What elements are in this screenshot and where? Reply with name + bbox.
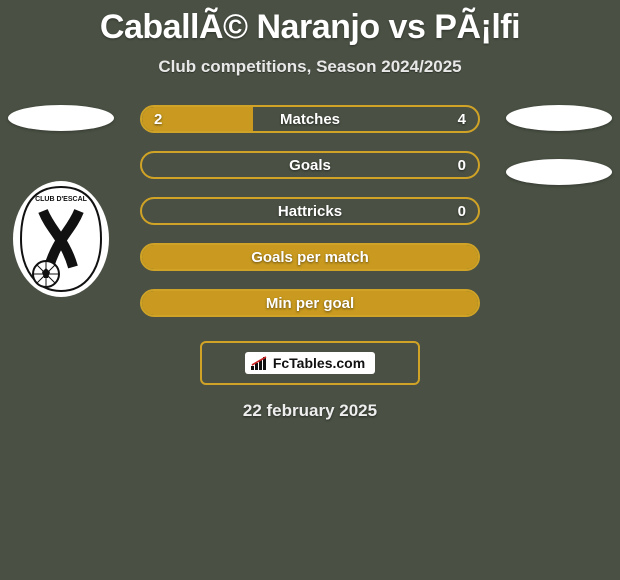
stat-label: Min per goal [266,295,354,312]
stat-label: Goals [289,157,331,174]
stat-label: Goals per match [251,249,369,266]
club-crest-icon: CLUB D'ESCAL [11,179,111,299]
stat-left-value: 2 [154,111,162,128]
footer-brand-text: FcTables.com [273,355,365,371]
comparison-content: CLUB D'ESCAL 2 4 Matches 0 Goals 0 Hattricks Go… [0,105,620,317]
stat-right-value: 0 [458,157,466,174]
svg-text:CLUB D'ESCAL: CLUB D'ESCAL [35,196,88,203]
stat-row: Min per goal [140,289,480,317]
footer-brand-box: FcTables.com [200,341,420,385]
stat-row: 2 4 Matches [140,105,480,133]
left-player-column: CLUB D'ESCAL [6,105,116,299]
right-player-portrait-placeholder [506,105,612,131]
stat-bars: 2 4 Matches 0 Goals 0 Hattricks Goals per match… [140,105,480,317]
right-player-column [504,105,614,185]
stat-row: Goals per match [140,243,480,271]
bar-chart-icon [251,356,269,370]
stat-row: 0 Goals [140,151,480,179]
stat-right-value: 0 [458,203,466,220]
left-player-portrait-placeholder [8,105,114,131]
stat-label: Matches [280,111,340,128]
page-subtitle: Club competitions, Season 2024/2025 [0,57,620,77]
stat-label: Hattricks [278,203,342,220]
stat-right-value: 4 [458,111,466,128]
stat-row: 0 Hattricks [140,197,480,225]
left-club-badge: CLUB D'ESCAL [11,179,111,299]
page-title: CaballÃ© Naranjo vs PÃ¡lfi [0,0,620,47]
fctables-logo: FcTables.com [245,352,375,374]
right-club-badge-placeholder [506,159,612,185]
comparison-date: 22 february 2025 [0,401,620,421]
